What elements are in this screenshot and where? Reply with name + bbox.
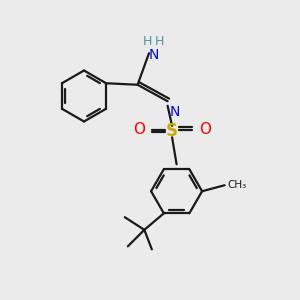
Text: S: S [166,122,178,140]
Text: N: N [170,105,180,119]
Text: CH₃: CH₃ [227,180,246,190]
Text: N: N [148,48,159,62]
Text: O: O [199,122,211,137]
Text: H: H [155,35,164,48]
Text: H: H [143,35,152,48]
Text: O: O [133,122,145,137]
